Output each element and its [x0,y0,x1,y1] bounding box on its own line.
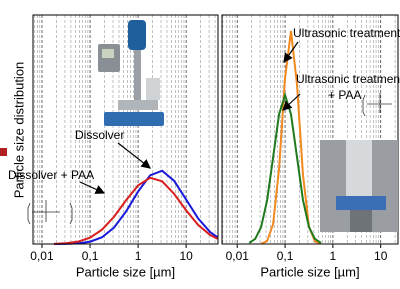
x-axis-label: Particle size [µm] [260,264,359,279]
x-tick-label: 0,01 [226,249,250,263]
annotation-label: Dissolver + PAA [8,168,94,182]
x-tick-label: 0,1 [277,249,294,263]
slide-marker [0,148,7,156]
plot-background [33,15,218,244]
x-tick-label: 1 [135,249,142,263]
chart: Particle size distribution 0,010,1110Par… [0,0,400,289]
x-tick-label: 10 [179,249,193,263]
x-tick-label: 10 [374,249,388,263]
annotation-label: + PAA [328,88,361,102]
annotation-label: Ultrasonic treatment [293,26,400,40]
x-tick-label: 0,01 [30,249,54,263]
x-tick-label: 1 [330,249,337,263]
annotation-label: Ultrasonic treatment [296,72,400,86]
annotation-label: Dissolver [75,128,124,142]
x-axis-label: Particle size [µm] [76,264,175,279]
ultrasonic-photo [320,140,398,232]
x-tick-label: 0,1 [82,249,99,263]
